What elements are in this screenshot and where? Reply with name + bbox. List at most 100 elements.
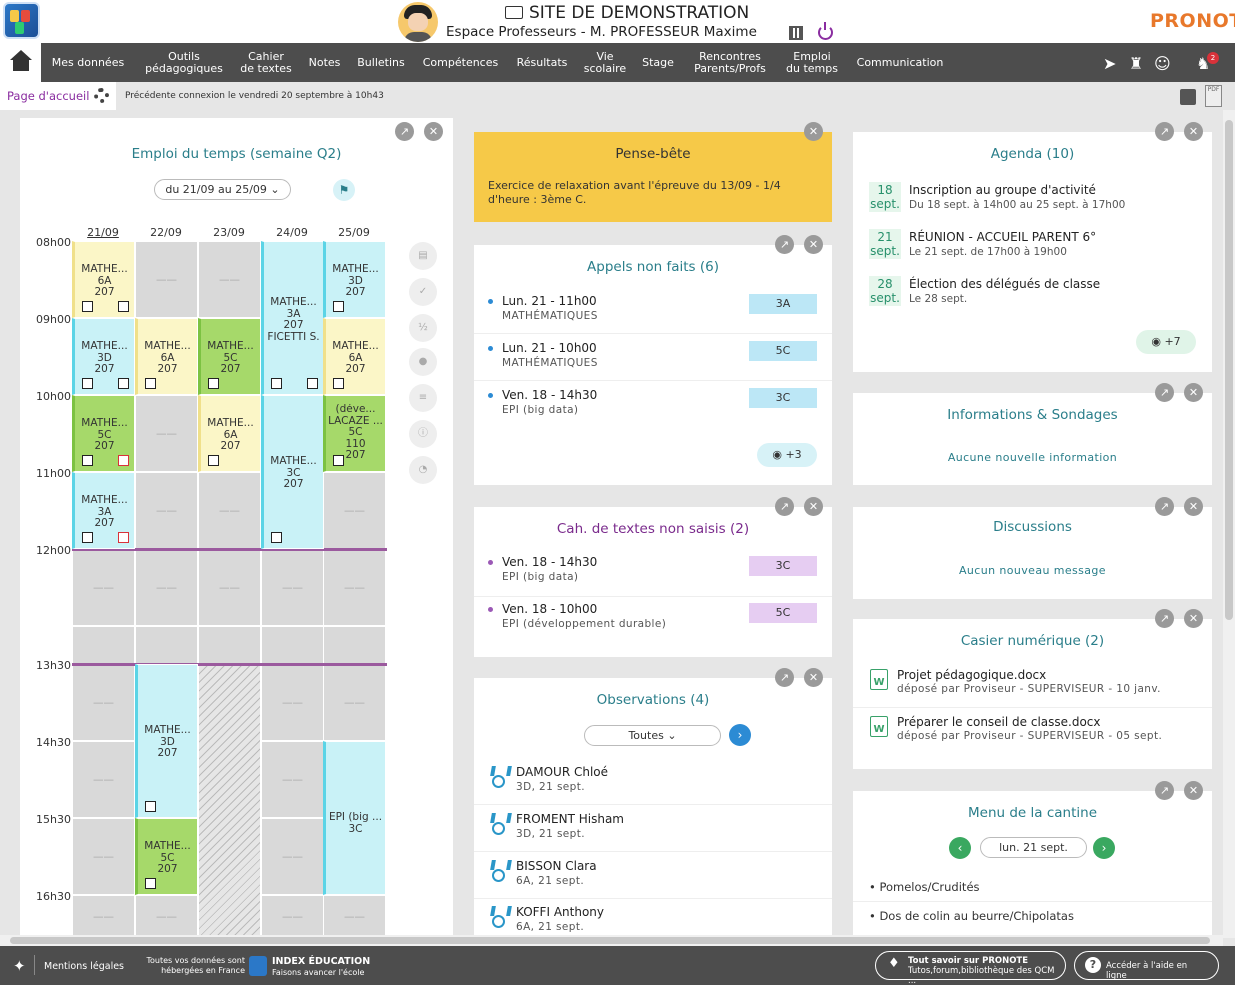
cantine-expand-icon[interactable]: ↗ — [1155, 781, 1174, 800]
course-slot[interactable]: MATHÉ... 3D 207 — [72, 318, 135, 395]
nav-vie-scolaire[interactable]: Vie scolaire — [583, 49, 627, 75]
empty-slot[interactable]: —— — [72, 818, 135, 895]
empty-slot[interactable]: —— — [72, 664, 135, 741]
empty-slot[interactable]: —— — [135, 395, 198, 472]
gear-icon[interactable] — [94, 88, 109, 103]
pense-bete-close-icon[interactable]: ✕ — [804, 122, 823, 141]
agenda-item[interactable]: 18 sept. Inscription au groupe d'activité… — [869, 182, 1126, 212]
discussions-expand-icon[interactable]: ↗ — [1155, 497, 1174, 516]
empty-slot[interactable] — [323, 626, 386, 664]
timetable-expand-icon[interactable]: ↗ — [395, 122, 414, 141]
empty-slot[interactable] — [135, 626, 198, 664]
week-select[interactable]: du 21/09 au 25/09 ⌄ — [154, 179, 291, 200]
check-icon[interactable]: ✓ — [409, 278, 437, 306]
observations-filter[interactable]: Toutes ⌄ — [584, 725, 721, 746]
alert-lamp-icon[interactable]: ♜ — [1129, 54, 1144, 73]
empty-slot[interactable]: —— — [261, 549, 324, 626]
horizontal-scrollbar[interactable] — [0, 935, 1223, 946]
agenda-item[interactable]: 28 sept. Élection des délégués de classe … — [869, 276, 1101, 306]
agenda-close-icon[interactable]: ✕ — [1184, 122, 1203, 141]
home-icon[interactable] — [0, 43, 41, 82]
empty-slot[interactable]: —— — [135, 241, 198, 318]
list-item[interactable]: KOFFI Anthony 6A, 21 sept. — [474, 899, 832, 938]
empty-slot[interactable]: —— — [198, 472, 261, 549]
empty-slot[interactable] — [72, 626, 135, 664]
cahier-expand-icon[interactable]: ↗ — [775, 497, 794, 516]
empty-slot[interactable]: —— — [198, 241, 261, 318]
empty-slot[interactable]: —— — [323, 664, 386, 741]
course-slot[interactable]: MATHÉ... 6A 207 — [72, 241, 135, 318]
vertical-scrollbar[interactable] — [1223, 110, 1235, 938]
course-slot[interactable]: MATHÉ... 6A 207 — [198, 395, 261, 472]
chevron-right-icon[interactable]: › — [729, 724, 751, 746]
empty-slot[interactable]: —— — [261, 818, 324, 895]
send-icon[interactable]: ➤ — [1103, 54, 1117, 73]
casier-expand-icon[interactable]: ↗ — [1155, 609, 1174, 628]
course-slot[interactable]: (déve... LACAZE ... 5C 110 207 — [323, 395, 386, 472]
mentions-legales-link[interactable]: Mentions légales — [44, 961, 124, 972]
observations-close-icon[interactable]: ✕ — [804, 668, 823, 687]
empty-slot[interactable]: —— — [323, 549, 386, 626]
cantine-date-select[interactable]: lun. 21 sept. — [980, 837, 1087, 858]
nav-cahier-de-textes[interactable]: Cahier de textes — [240, 49, 292, 75]
course-slot[interactable]: MATHÉ... 6A 207 — [323, 318, 386, 395]
course-slot[interactable]: MATHÉ... 5C 207 — [198, 318, 261, 395]
empty-slot[interactable]: —— — [261, 664, 324, 741]
info-icon[interactable]: ⓘ — [409, 420, 437, 448]
appels-expand-icon[interactable]: ↗ — [775, 235, 794, 254]
pdf-icon[interactable]: PDF — [1205, 85, 1222, 107]
list-item[interactable]: BISSON Clara 6A, 21 sept. — [474, 852, 832, 899]
nav-competences[interactable]: Compétences — [422, 55, 499, 69]
pie-chart-icon[interactable]: ◔ — [409, 456, 437, 484]
empty-slot[interactable] — [198, 626, 261, 664]
empty-slot[interactable]: —— — [323, 472, 386, 549]
chevron-right-icon[interactable]: › — [1093, 837, 1115, 859]
empty-slot[interactable]: —— — [135, 895, 198, 938]
logout-power-icon[interactable] — [818, 22, 833, 40]
agenda-expand-icon[interactable]: ↗ — [1155, 122, 1174, 141]
qr-code-icon[interactable] — [789, 26, 803, 40]
list-item[interactable]: W Préparer le conseil de classe.docx dép… — [853, 708, 1212, 755]
nav-bulletins[interactable]: Bulletins — [357, 55, 405, 69]
nav-notes[interactable]: Notes — [308, 55, 341, 69]
discussions-close-icon[interactable]: ✕ — [1184, 497, 1203, 516]
appels-close-icon[interactable]: ✕ — [804, 235, 823, 254]
skills-icon[interactable]: ● — [409, 348, 437, 376]
course-slot[interactable]: MATHÉ... 6A 207 — [135, 318, 198, 395]
list-icon[interactable]: ≡ — [409, 384, 437, 412]
course-slot[interactable]: MATHÉ... 5C 207 — [135, 818, 198, 895]
empty-slot[interactable]: —— — [72, 741, 135, 818]
empty-slot[interactable]: —— — [135, 472, 198, 549]
nav-rencontres[interactable]: Rencontres Parents/Profs — [694, 49, 766, 75]
notifications-icon[interactable]: ♞ — [1196, 54, 1211, 73]
list-item[interactable]: FROMENT Hisham 3D, 21 sept. — [474, 805, 832, 852]
empty-slot[interactable] — [261, 626, 324, 664]
infos-expand-icon[interactable]: ↗ — [1155, 383, 1174, 402]
casier-close-icon[interactable]: ✕ — [1184, 609, 1203, 628]
homework-icon[interactable]: ▤ — [409, 242, 437, 270]
nav-resultats[interactable]: Résultats — [516, 55, 568, 69]
list-item[interactable]: Ven. 18 - 10h00 EPI (développement durab… — [474, 597, 832, 644]
list-item[interactable]: DAMOUR Chloé 3D, 21 sept. — [474, 758, 832, 805]
nav-mes-donnees[interactable]: Mes données — [51, 55, 125, 69]
empty-slot[interactable]: —— — [72, 549, 135, 626]
list-item[interactable]: W Projet pédagogique.docx déposé par Pro… — [853, 661, 1212, 708]
nav-emploi-du-temps[interactable]: Emploi du temps — [786, 49, 838, 75]
agenda-item[interactable]: 21 sept. RÉUNION - ACCUEIL PARENT 6° Le 2… — [869, 229, 1097, 259]
list-item[interactable]: Ven. 18 - 14h30 EPI (big data) 3C — [474, 381, 832, 428]
list-item[interactable]: Ven. 18 - 14h30 EPI (big data) 3C — [474, 550, 832, 597]
empty-slot[interactable]: —— — [135, 549, 198, 626]
course-slot[interactable]: EPI (big ... 3C — [323, 741, 386, 895]
cahier-close-icon[interactable]: ✕ — [804, 497, 823, 516]
about-pronote-button[interactable]: ♦ Tout savoir sur PRONOTE Tutos,forum,bi… — [875, 951, 1066, 985]
list-item[interactable]: Lun. 21 - 11h00 MATHÉMATIQUES 3A — [474, 287, 832, 334]
user-avatar[interactable] — [398, 2, 438, 42]
nav-stage[interactable]: Stage — [642, 55, 674, 69]
infos-close-icon[interactable]: ✕ — [1184, 383, 1203, 402]
nav-outils-pedagogiques[interactable]: Outils pédagogiques — [145, 49, 223, 75]
grade-icon[interactable]: ½ — [409, 314, 437, 342]
observations-expand-icon[interactable]: ↗ — [775, 668, 794, 687]
timetable-close-icon[interactable]: ✕ — [424, 122, 443, 141]
course-slot[interactable]: MATHÉ... 3D 207 — [323, 241, 386, 318]
agenda-more-button[interactable]: ◉ +7 — [1136, 330, 1196, 354]
